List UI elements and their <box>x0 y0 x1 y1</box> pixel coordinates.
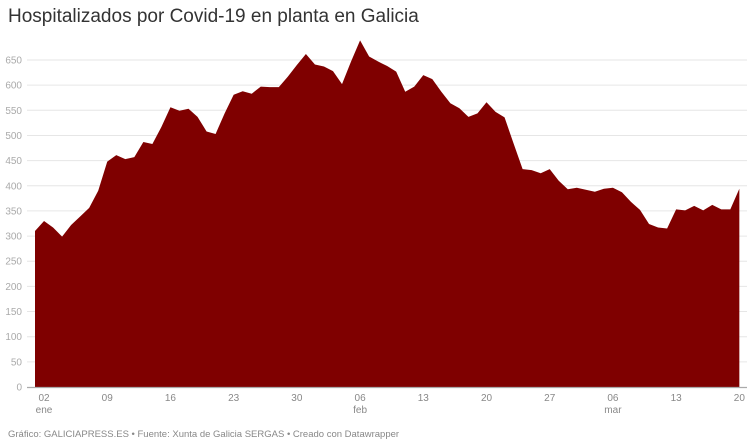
x-tick-label: 23 <box>228 393 240 404</box>
y-tick-label: 500 <box>5 131 22 142</box>
x-tick-label: 13 <box>671 393 683 404</box>
x-tick-label: 02 <box>38 393 50 404</box>
x-tick-label: 13 <box>418 393 430 404</box>
x-tick-label: 20 <box>734 393 746 404</box>
area-series <box>35 40 740 387</box>
y-tick-label: 400 <box>5 181 22 192</box>
y-tick-label: 150 <box>5 307 22 318</box>
x-tick-month-label: mar <box>604 405 622 416</box>
y-axis-ticks: 0 50 100 150 200 250 300 350 400 450 500 550 600 650 <box>5 56 22 394</box>
x-tick-label: 06 <box>355 393 367 404</box>
y-tick-label: 0 <box>16 383 22 394</box>
y-tick-label: 350 <box>5 206 22 217</box>
x-tick-month-label: feb <box>353 405 367 416</box>
y-tick-label: 600 <box>5 81 22 92</box>
y-tick-label: 50 <box>11 357 23 368</box>
x-tick-label: 20 <box>481 393 493 404</box>
y-tick-label: 300 <box>5 232 22 243</box>
y-tick-label: 650 <box>5 56 22 67</box>
x-tick-label: 06 <box>607 393 619 404</box>
y-tick-label: 450 <box>5 156 22 167</box>
y-tick-label: 250 <box>5 257 22 268</box>
x-tick-month-label: ene <box>36 405 53 416</box>
y-tick-label: 200 <box>5 282 22 293</box>
chart-title: Hospitalizados por Covid-19 en planta en… <box>8 6 419 27</box>
y-tick-label: 550 <box>5 106 22 117</box>
y-tick-label: 100 <box>5 332 22 343</box>
x-tick-label: 09 <box>102 393 114 404</box>
x-tick-label: 27 <box>544 393 556 404</box>
x-tick-label: 16 <box>165 393 177 404</box>
x-tick-label: 30 <box>291 393 303 404</box>
chart-footer: Gráfico: GALICIAPRESS.ES • Fuente: Xunta… <box>8 429 400 440</box>
